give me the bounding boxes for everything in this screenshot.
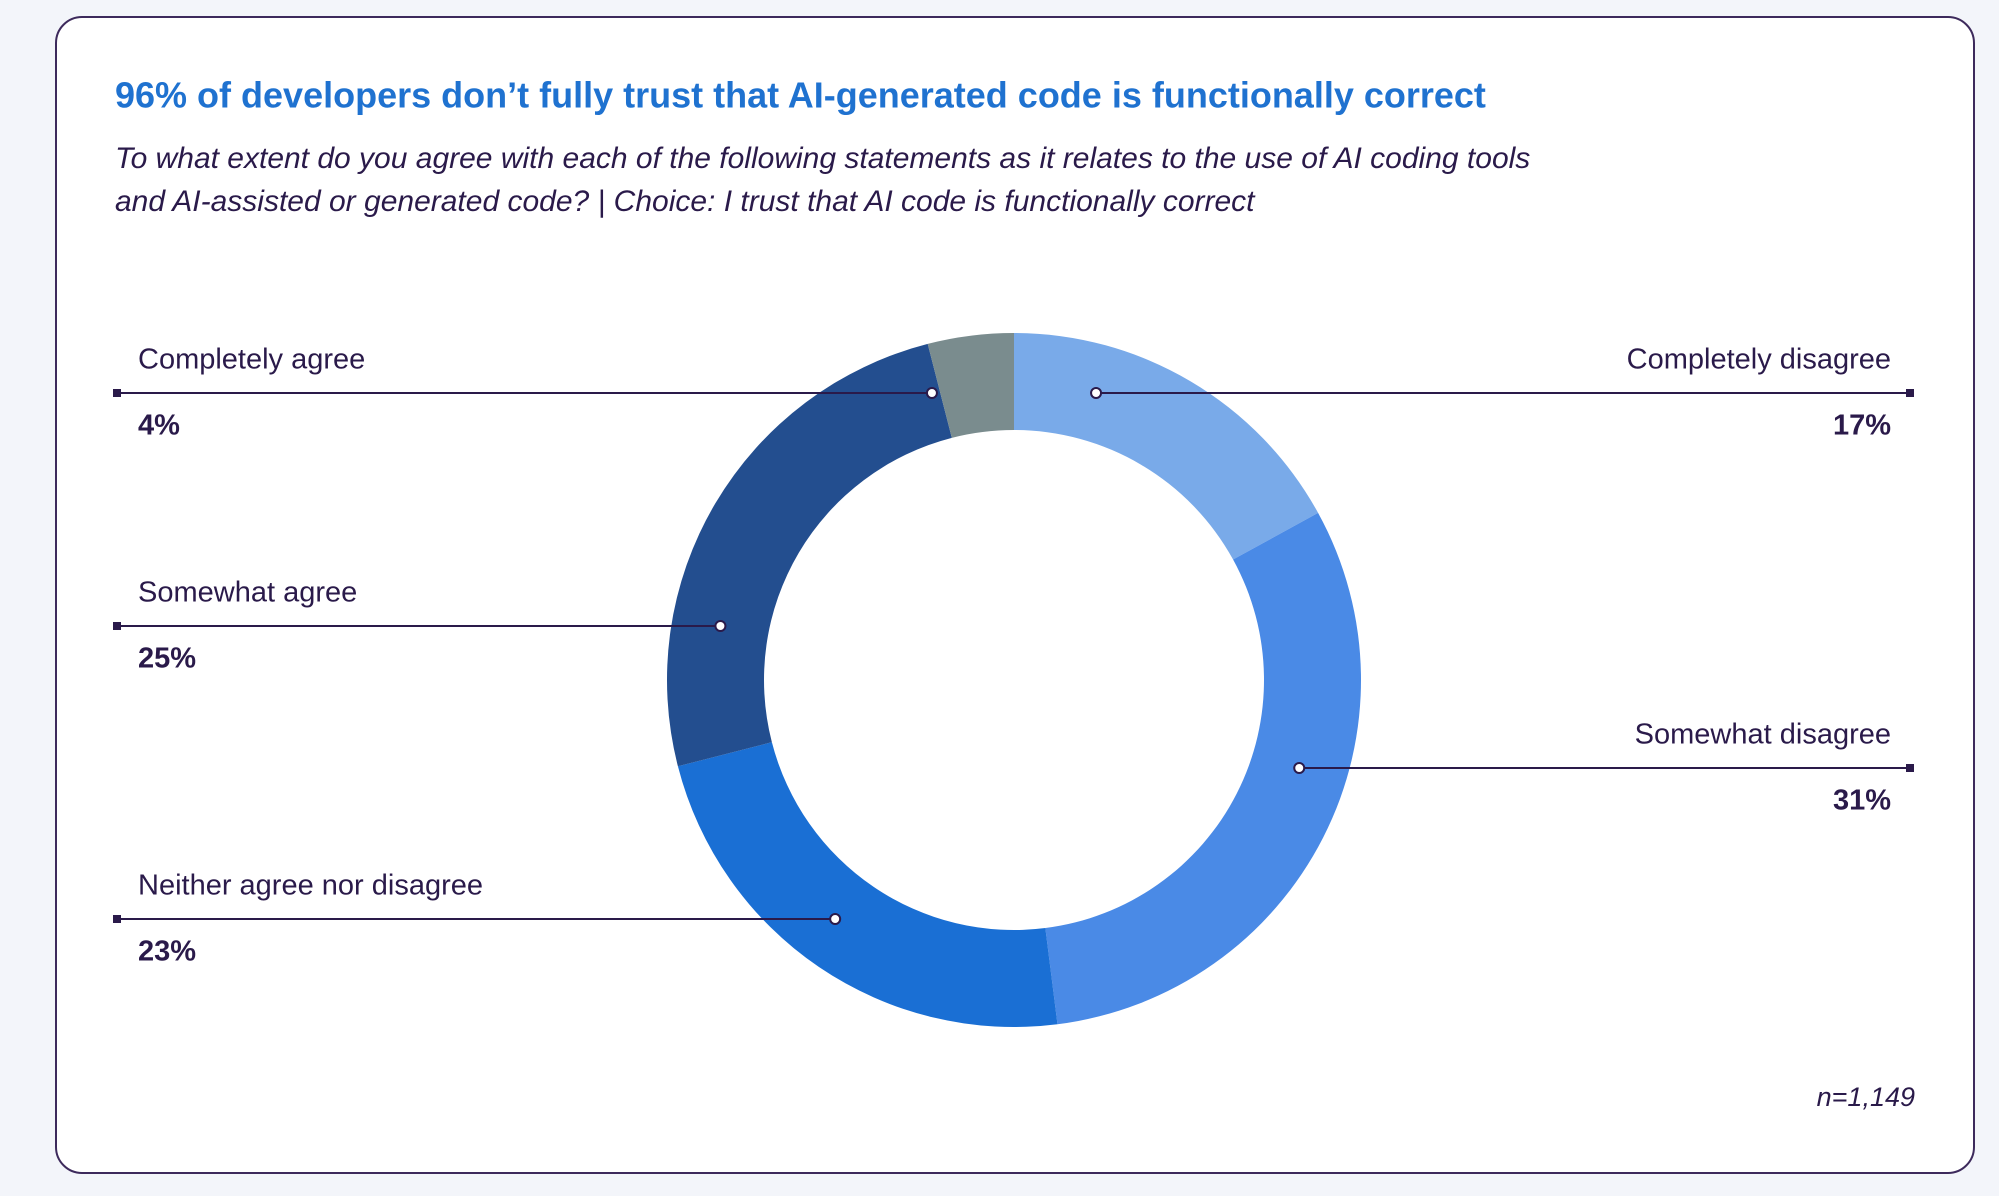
leader-end bbox=[113, 915, 121, 923]
value-label: 25% bbox=[138, 643, 196, 675]
leader-end bbox=[1906, 389, 1914, 397]
value-label: 23% bbox=[138, 936, 196, 968]
subtitle-line: To what extent do you agree with each of… bbox=[115, 142, 1530, 175]
legend-label: Completely disagree bbox=[1627, 344, 1891, 376]
subtitle-line: and AI-assisted or generated code? | Cho… bbox=[115, 185, 1256, 218]
donut-slice bbox=[667, 343, 952, 767]
value-label: 31% bbox=[1833, 785, 1891, 817]
leader-end bbox=[113, 389, 121, 397]
chart-title: 96% of developers don’t fully trust that… bbox=[115, 75, 1486, 116]
legend-label: Neither agree nor disagree bbox=[138, 870, 483, 902]
legend-label: Somewhat disagree bbox=[1635, 719, 1891, 751]
legend-label: Somewhat agree bbox=[138, 577, 357, 609]
sample-size: n=1,149 bbox=[1817, 1082, 1915, 1112]
value-label: 4% bbox=[138, 410, 180, 442]
leader-dot bbox=[829, 913, 842, 925]
donut-slice bbox=[927, 333, 1014, 438]
leader-dot bbox=[1293, 762, 1306, 774]
legend-label: Completely agree bbox=[138, 344, 365, 376]
leader-dot bbox=[1090, 387, 1103, 399]
donut-slice bbox=[1045, 512, 1361, 1025]
value-label: 17% bbox=[1833, 410, 1891, 442]
donut-slice bbox=[677, 742, 1058, 1027]
card bbox=[55, 16, 1975, 1174]
leader-end bbox=[1906, 764, 1914, 772]
leader-dot bbox=[925, 387, 938, 399]
leader-end bbox=[113, 622, 121, 630]
donut-slice bbox=[1014, 333, 1319, 560]
leader-dot bbox=[714, 620, 727, 632]
